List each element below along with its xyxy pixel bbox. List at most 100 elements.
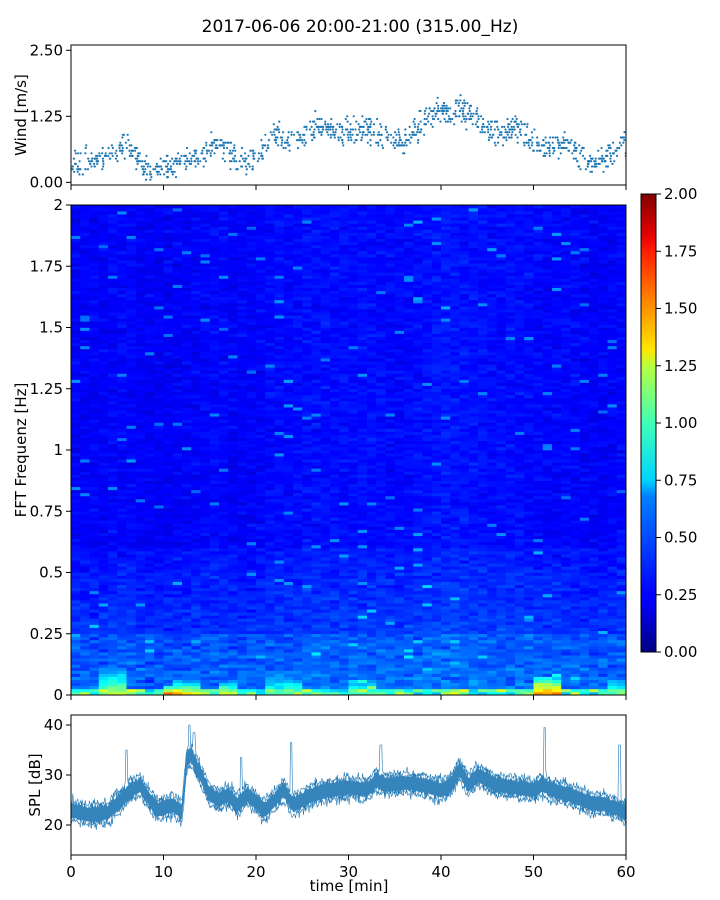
spectrogram-cell — [265, 367, 275, 371]
spectrogram-cell — [274, 483, 285, 488]
spectrogram-cell — [200, 250, 211, 255]
spectrogram-cell — [108, 296, 118, 301]
spectrogram-cell — [117, 220, 127, 224]
wind-point — [166, 170, 170, 173]
wind-point — [241, 157, 244, 160]
spectrogram-cell — [163, 664, 174, 668]
spectrogram-cell — [117, 572, 127, 576]
spectrogram-cell — [209, 526, 220, 530]
spectrogram-cell — [228, 658, 238, 662]
wind-point — [576, 160, 579, 163]
spectrogram-cell — [209, 465, 220, 469]
spectrogram-cell — [80, 450, 90, 454]
spectrogram-cell — [117, 511, 127, 515]
spectrogram-cell — [256, 529, 266, 533]
spectrogram-cell — [228, 287, 238, 292]
spectrogram-cell — [200, 459, 211, 463]
spectrogram-cell — [265, 345, 275, 350]
spectrogram-cell — [200, 428, 211, 432]
spectrogram-cell — [135, 538, 146, 543]
spectrogram-cell — [154, 621, 164, 625]
spectrogram-cell — [228, 250, 238, 255]
spectrogram-cell — [256, 489, 266, 494]
spectrogram-cell — [237, 474, 248, 478]
spectrogram-cell — [219, 312, 229, 316]
spectrogram-cell — [182, 330, 192, 334]
spectrogram-cell — [126, 511, 137, 515]
spectrogram-cell — [246, 627, 257, 631]
spectrogram-cell — [246, 593, 257, 598]
spectrogram-cell — [293, 615, 303, 619]
spectrogram-cell — [209, 410, 220, 414]
wind-point — [523, 123, 526, 126]
spectrogram-cell — [182, 551, 192, 555]
spectrogram-cell — [265, 379, 275, 383]
spectrogram-cell — [145, 597, 155, 601]
wind-point — [74, 149, 77, 152]
wind-point — [287, 131, 290, 134]
spectrogram-cell — [256, 477, 266, 481]
spectrogram-cell — [98, 303, 109, 307]
spectrogram-cell — [191, 572, 201, 576]
spectrogram-cell — [191, 287, 201, 292]
spectrogram-cell — [145, 437, 155, 442]
spectrogram-cell — [89, 508, 100, 512]
spectrogram-cell — [117, 416, 127, 420]
spectrogram-cell — [98, 535, 109, 540]
spectrogram-cell — [89, 309, 100, 313]
spectrogram-cell — [126, 425, 137, 429]
spectrogram-cell — [163, 554, 174, 558]
spectrogram-cell — [71, 563, 81, 567]
wind-point — [419, 120, 422, 123]
spectrogram-cell — [172, 269, 183, 273]
wind-point — [188, 160, 191, 163]
spectrogram-cell — [108, 597, 118, 601]
spectrogram-cell — [117, 627, 127, 631]
spectrogram-cell — [219, 590, 229, 595]
spectrogram-cell — [256, 520, 266, 524]
wind-point — [460, 107, 463, 110]
spectrogram-cell — [283, 670, 294, 674]
spectrogram-cell — [145, 630, 155, 635]
spectrogram-cell — [80, 440, 90, 445]
spectrogram-cell — [200, 505, 211, 509]
spectrogram-cell — [108, 428, 118, 432]
spectrogram-cell — [117, 333, 127, 337]
spectrogram-cell — [209, 676, 220, 680]
spectrogram-cell — [126, 603, 137, 607]
spectrogram-cell — [98, 499, 109, 503]
spectrogram-cell — [126, 244, 137, 249]
spectrogram-cell — [126, 499, 137, 503]
wind-point — [419, 131, 422, 134]
spectrogram-cell — [219, 407, 229, 411]
spectrogram-cell — [246, 244, 257, 249]
spectrogram-cell — [80, 514, 90, 518]
spectrogram-cell — [145, 345, 155, 350]
wind-point — [523, 144, 526, 147]
spectrogram-cell — [237, 397, 248, 402]
spectrogram-cell — [274, 590, 285, 595]
wind-point — [125, 146, 128, 150]
spectrogram-cell — [256, 682, 266, 687]
wind-point — [472, 112, 475, 115]
spectrogram-cell — [145, 315, 155, 319]
spectrogram-cell — [89, 315, 100, 319]
wind-point — [222, 146, 226, 150]
spectrogram-cell — [200, 364, 211, 368]
spectrogram-cell — [246, 636, 257, 641]
spectrogram-cell — [126, 382, 137, 386]
spectrogram-cell — [163, 312, 174, 316]
wind-point — [335, 128, 338, 131]
spectrogram-cell — [237, 303, 248, 307]
spectrogram-cell — [191, 413, 201, 417]
wind-point — [601, 157, 604, 160]
spectrogram-cell — [108, 606, 118, 610]
spectrogram-cell — [98, 548, 109, 552]
wind-point — [141, 160, 144, 163]
spectrogram-cell — [135, 548, 146, 552]
spectrogram-cell — [265, 575, 275, 579]
wind-point — [245, 173, 248, 176]
spectrogram-cell — [219, 336, 229, 341]
spectrogram-cell — [283, 615, 294, 619]
spectrogram-cell — [80, 257, 90, 261]
